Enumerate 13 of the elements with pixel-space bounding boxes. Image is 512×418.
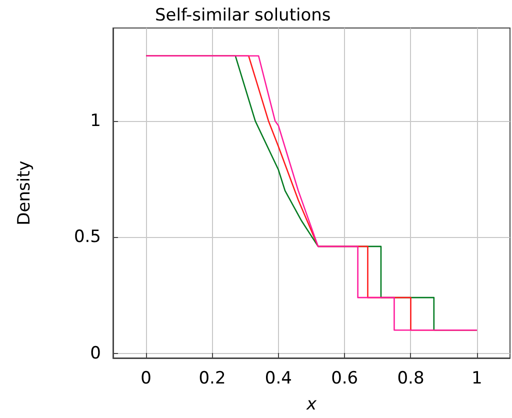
x-axis-title: x: [305, 394, 318, 414]
x-tick-label: 0.8: [397, 368, 424, 388]
x-tick-label: 0: [140, 368, 152, 388]
x-tick-label: 0.2: [198, 368, 226, 388]
x-tick-label: 1: [472, 368, 482, 388]
y-tick-label: 1: [90, 110, 101, 131]
chart-title: Self-similar solutions: [155, 6, 331, 26]
x-tick-label: 0.6: [331, 368, 358, 388]
y-tick-label: 0.5: [74, 227, 101, 248]
line-series: [145, 55, 478, 331]
x-tick-label: 0.4: [264, 368, 292, 388]
y-tick-label: 0: [90, 343, 101, 364]
y-axis-title: Density: [14, 160, 34, 226]
